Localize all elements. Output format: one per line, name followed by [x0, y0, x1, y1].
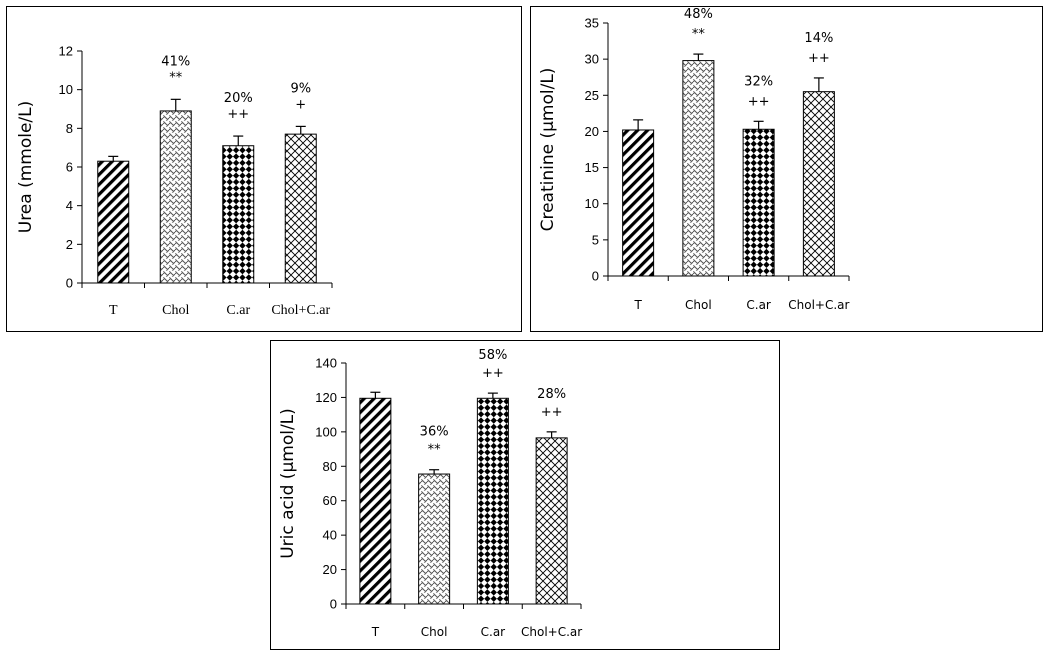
- y-tick-label: 30: [585, 52, 599, 67]
- urea-chart: 0 2 4 6 8 10 12 Urea (mmole/L) T 41%** Chol 20%++ C.…: [16, 44, 333, 318]
- bar-c-ar: [222, 145, 255, 284]
- y-tick-label: 0: [330, 597, 337, 612]
- x-category-label: C.ar: [226, 303, 250, 318]
- significance-label: **: [692, 27, 706, 42]
- bar-c-ar: [742, 128, 775, 277]
- bar-t: [622, 129, 655, 277]
- x-category-label: T: [109, 303, 118, 318]
- y-tick-label: 100: [315, 424, 337, 439]
- y-tick-label: 0: [592, 269, 599, 284]
- x-category-label: Chol: [421, 625, 448, 639]
- significance-label: **: [428, 443, 442, 458]
- x-category-label: T: [633, 298, 642, 312]
- y-tick-label: 0: [66, 276, 73, 291]
- significance-label: ++: [748, 94, 770, 109]
- percent-label: 48%: [684, 7, 713, 22]
- y-tick-label: 5: [592, 232, 599, 247]
- significance-label: **: [169, 70, 183, 85]
- y-tick-label: 25: [585, 88, 599, 103]
- uric-acid-chart-panel: 0 20 40 60 80 100 120 140 Uric acid (µmol/L) T 36%…: [270, 340, 780, 650]
- significance-label: ++: [482, 366, 504, 381]
- y-tick-label: 6: [66, 160, 73, 175]
- bar-t: [359, 397, 392, 605]
- y-tick-label: 10: [585, 196, 599, 211]
- urea-chart-panel: 0 2 4 6 8 10 12 Urea (mmole/L) T 41% ** Chol 20% ++ C.…: [6, 6, 522, 332]
- x-category-label: Chol+C.ar: [521, 625, 582, 639]
- y-axis-title: Uric acid (µmol/L): [278, 408, 298, 559]
- significance-label: ++: [808, 51, 830, 66]
- percent-label: 41%: [161, 54, 190, 69]
- creatinine-chart-panel: 0 5 10 15 20 25 30 35 Creatinine (µmol/L) T 48% ** C…: [530, 6, 1043, 332]
- x-category-label: C.ar: [746, 298, 771, 312]
- bar-c-ar: [476, 397, 509, 605]
- x-category-label: Chol+C.ar: [271, 303, 330, 318]
- y-tick-label: 2: [66, 237, 73, 252]
- percent-label: 36%: [420, 425, 449, 440]
- bar-chol: [682, 60, 715, 277]
- y-axis-title: Creatinine (µmol/L): [538, 68, 558, 232]
- bar-chol: [159, 110, 192, 284]
- y-tick-label: 120: [315, 390, 337, 405]
- significance-label: +: [295, 97, 306, 112]
- x-category-label: Chol: [162, 303, 189, 318]
- y-tick-label: 20: [323, 562, 337, 577]
- percent-label: 28%: [537, 387, 566, 402]
- y-tick-label: 80: [323, 459, 337, 474]
- bar-chol-c-ar: [284, 133, 317, 284]
- percent-label: 58%: [478, 348, 507, 363]
- creatinine-chart: 0 5 10 15 20 25 30 35 Creatinine (µmol/L) T 48% ** C…: [538, 7, 850, 312]
- y-tick-label: 60: [323, 493, 337, 508]
- bar-chol: [418, 473, 451, 605]
- percent-label: 20%: [224, 91, 253, 106]
- bar-chol-c-ar: [802, 91, 835, 277]
- significance-label: ++: [541, 405, 563, 420]
- y-tick-label: 8: [66, 121, 73, 136]
- x-category-label: Chol: [685, 298, 712, 312]
- y-tick-label: 15: [585, 160, 599, 175]
- x-category-label: T: [371, 625, 380, 639]
- bar-t: [97, 160, 130, 284]
- x-category-label: C.ar: [481, 625, 506, 639]
- y-tick-label: 12: [59, 44, 73, 59]
- x-category-label: Chol+C.ar: [788, 298, 849, 312]
- percent-label: 32%: [744, 74, 773, 89]
- y-axis-title: Urea (mmole/L): [16, 101, 36, 234]
- percent-label: 14%: [804, 31, 833, 46]
- y-tick-label: 140: [315, 356, 337, 371]
- y-tick-label: 40: [323, 528, 337, 543]
- significance-label: ++: [227, 107, 249, 122]
- percent-label: 9%: [290, 81, 311, 96]
- y-tick-label: 4: [66, 198, 73, 213]
- y-tick-label: 20: [585, 124, 599, 139]
- bar-chol-c-ar: [535, 437, 568, 605]
- uric-acid-chart: 0 20 40 60 80 100 120 140 Uric acid (µmol/L) T 36%…: [278, 348, 582, 639]
- y-tick-label: 10: [59, 82, 73, 97]
- y-tick-label: 35: [585, 16, 599, 31]
